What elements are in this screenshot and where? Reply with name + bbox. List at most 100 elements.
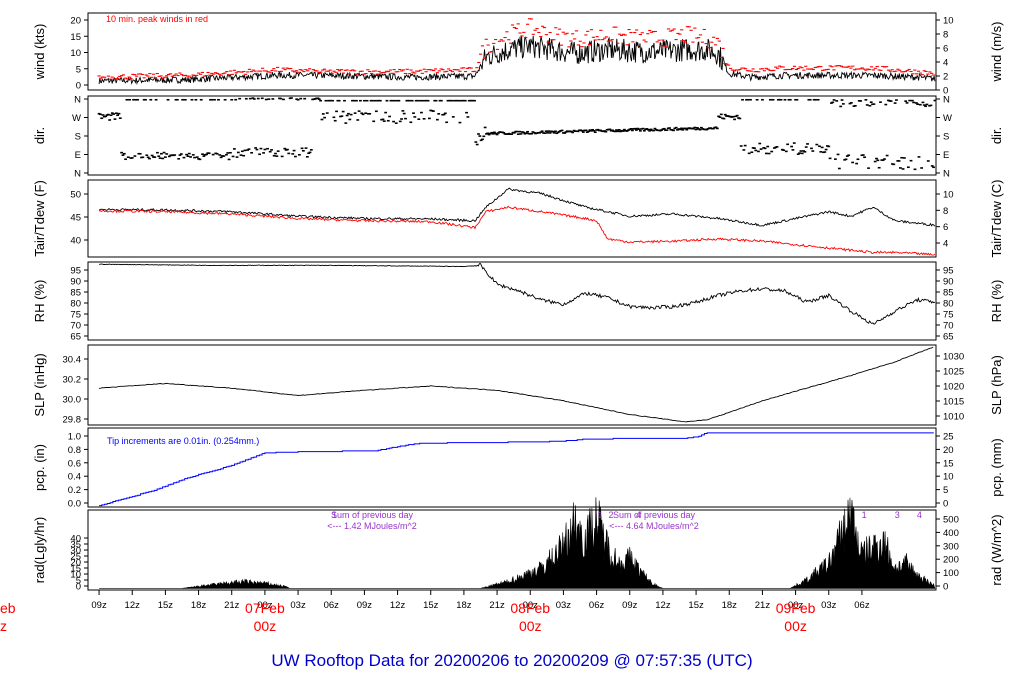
date-marker-hour: 00z <box>519 618 542 634</box>
dir-ylabel: dir. <box>32 127 47 144</box>
pcp-right-tick-label: 25 <box>943 432 954 443</box>
temp-ylabel: Tair/Tdew (F) <box>32 180 47 257</box>
rh-right-tick-label: 85 <box>943 288 954 299</box>
pcp-left-tick-label: 0.8 <box>68 445 81 456</box>
time-tick-label: 00z <box>523 600 539 611</box>
rh-right-tick-label: 80 <box>943 299 954 310</box>
temp-right-tick-label: 10 <box>943 190 954 201</box>
slp-ylabel: SLP (inHg) <box>32 353 47 416</box>
pcp-right-tick-label: 20 <box>943 445 954 456</box>
slp-right-tick-label: 1020 <box>943 382 964 393</box>
time-tick-label: 09z <box>91 600 107 611</box>
dir-right-tick-label: N <box>943 95 950 106</box>
wind-left-tick-label: 15 <box>70 32 81 43</box>
wind-ylabel: wind (kts) <box>32 24 47 81</box>
pcp-frame <box>87 427 937 508</box>
rh-left-tick-label: 90 <box>70 277 81 288</box>
rh-right-tick-label: 65 <box>943 332 954 343</box>
rad-right-tick-label: 200 <box>943 555 959 566</box>
rad-right-tick-label: 300 <box>943 541 959 552</box>
temp-ylabel-right: Tair/Tdew (C) <box>989 179 1004 257</box>
time-tick-label: 03z <box>290 600 306 611</box>
time-tick-label: 15z <box>158 600 174 611</box>
rad-area <box>99 497 936 589</box>
pcp-left-tick-label: 0.0 <box>68 499 81 510</box>
rad-left-tick-label: 40 <box>70 534 81 545</box>
wind-frame <box>87 12 937 91</box>
dir-right-tick-label: W <box>943 113 952 124</box>
pcp-right-tick-label: 5 <box>943 485 948 496</box>
time-tick-label: 09z <box>622 600 638 611</box>
rad-sum-label: Sum of previous day <box>613 510 696 520</box>
pcp-right-tick-label: 0 <box>943 499 948 510</box>
slp-line <box>99 346 934 423</box>
wind-left-tick-label: 5 <box>76 64 81 75</box>
rad-frame <box>87 509 937 591</box>
date-marker-hour: 00z <box>254 618 277 634</box>
dir-left-tick-label: E <box>75 150 81 161</box>
wind-left-tick-label: 20 <box>70 16 81 27</box>
temp-right-tick-label: 4 <box>943 239 948 250</box>
date-marker-date: 08Feb <box>510 600 550 616</box>
wind-left-tick-label: 0 <box>76 81 81 92</box>
temp-left-tick-label: 40 <box>70 236 81 247</box>
wind-right-tick-label: 0 <box>943 86 948 97</box>
pcp-left-tick-label: 1.0 <box>68 432 81 443</box>
pcp-left-tick-label: 0.6 <box>68 458 81 469</box>
rad-marker: 4 <box>917 510 922 520</box>
slp-left-tick-label: 30.4 <box>63 355 82 366</box>
dir-left-tick-label: N <box>74 95 81 106</box>
rad-ylabel: rad(Lgly/hr) <box>32 517 47 583</box>
temp-left-tick-label: 45 <box>70 213 81 224</box>
rad-left-tick-label: 10 <box>70 570 81 581</box>
rad-marker: 3 <box>895 510 900 520</box>
dir-left-tick-label: S <box>75 132 81 143</box>
slp-right-tick-label: 1025 <box>943 367 964 378</box>
time-tick-label: 18z <box>456 600 472 611</box>
temp-right-tick-label: 8 <box>943 206 948 217</box>
time-tick-label: 00z <box>788 600 804 611</box>
temp-left-tick-label: 50 <box>70 190 81 201</box>
rad-marker: 2 <box>608 510 613 520</box>
date-marker-hour: 00z <box>784 618 807 634</box>
time-tick-label: 21z <box>755 600 771 611</box>
time-tick-label: 21z <box>489 600 505 611</box>
tdew-line <box>98 205 936 256</box>
time-tick-label: 03z <box>821 600 837 611</box>
pcp-right-tick-label: 10 <box>943 472 954 483</box>
rad-right-tick-label: 0 <box>943 582 948 593</box>
rh-frame <box>87 261 937 341</box>
rh-left-tick-label: 75 <box>70 310 81 321</box>
pcp-left-tick-label: 0.2 <box>68 485 81 496</box>
time-tick-label: 18z <box>722 600 738 611</box>
time-tick-label: 00z <box>257 600 273 611</box>
rh-ylabel-right: RH (%) <box>989 280 1004 323</box>
date-marker-fragment: eb <box>0 600 16 616</box>
slp-right-tick-label: 1015 <box>943 397 964 408</box>
rad-ylabel-right: rad (W/m^2) <box>989 514 1004 585</box>
rh-left-tick-label: 85 <box>70 288 81 299</box>
time-tick-label: 12z <box>390 600 406 611</box>
rh-ylabel: RH (%) <box>32 280 47 323</box>
rad-right-tick-label: 100 <box>943 568 959 579</box>
pcp-line <box>99 432 934 507</box>
slp-right-tick-label: 1030 <box>943 352 964 363</box>
slp-left-tick-label: 30.0 <box>63 395 82 406</box>
rad-left-tick-label: 35 <box>70 540 81 551</box>
rh-right-tick-label: 75 <box>943 310 954 321</box>
pcp-ylabel: pcp. (in) <box>32 444 47 491</box>
wind-right-tick-label: 6 <box>943 44 948 55</box>
time-tick-label: 03z <box>556 600 572 611</box>
wind-left-tick-label: 10 <box>70 48 81 59</box>
slp-left-tick-label: 29.8 <box>63 415 82 426</box>
time-tick-label: 06z <box>854 600 870 611</box>
rh-left-tick-label: 80 <box>70 299 81 310</box>
slp-left-tick-label: 30.2 <box>63 375 82 386</box>
time-tick-label: 06z <box>589 600 605 611</box>
date-marker-date: 09Feb <box>776 600 816 616</box>
rh-left-tick-label: 95 <box>70 266 81 277</box>
time-tick-label: 06z <box>324 600 340 611</box>
wind-right-tick-label: 4 <box>943 58 948 69</box>
rh-left-tick-label: 70 <box>70 321 81 332</box>
